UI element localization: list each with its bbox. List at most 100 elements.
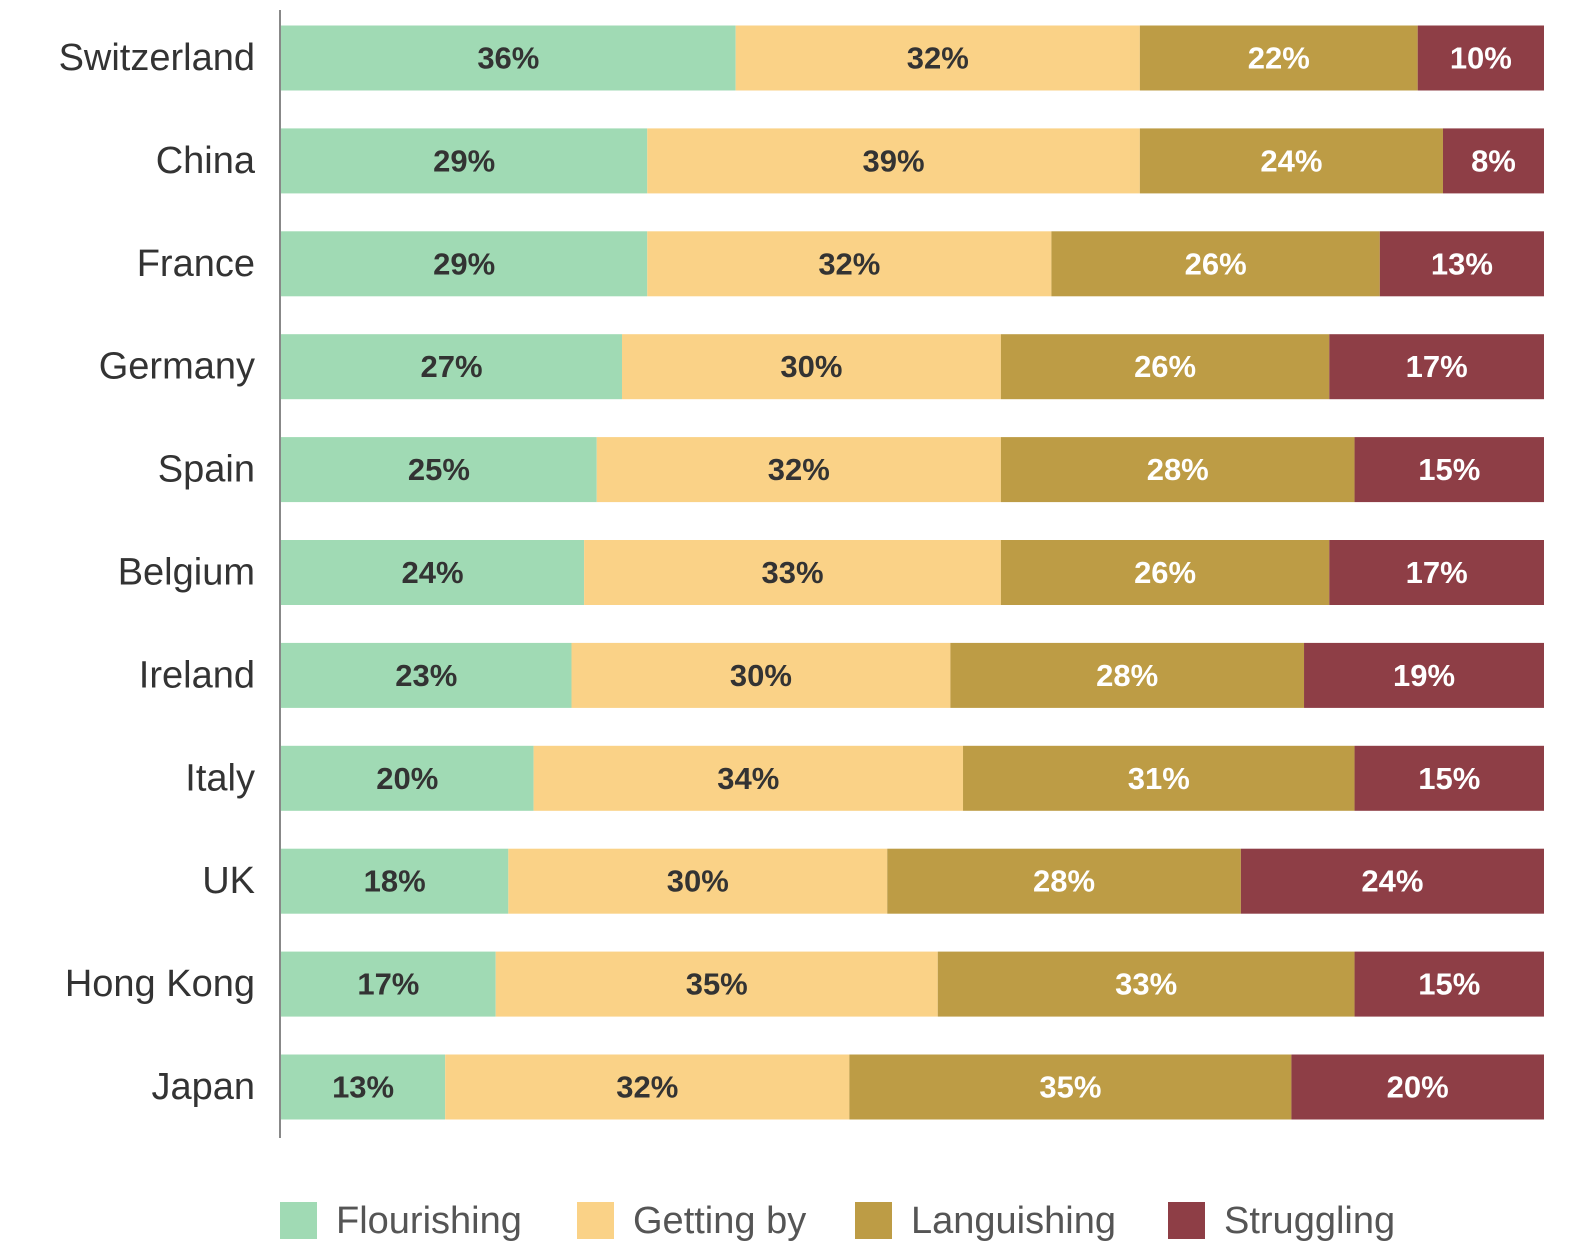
bar-segment [281,1054,446,1120]
value-label: 19% [1393,658,1455,693]
bar-segment [1000,540,1330,605]
category-label: Italy [185,757,255,799]
value-label: 28% [1033,864,1095,899]
category-label: Ireland [139,654,255,696]
bar-segment [584,540,1001,605]
value-label: 15% [1418,967,1480,1002]
value-label: 23% [395,658,457,693]
bar-segment [281,25,736,91]
value-label: 8% [1471,143,1516,178]
value-label: 20% [376,761,438,796]
bar-segment [533,745,964,811]
bar-segment [950,642,1305,708]
bar-segment [281,745,534,811]
legend-label: Getting by [633,1200,806,1242]
category-label: Germany [99,346,255,388]
bar-segment [622,334,1001,400]
value-label: 28% [1096,658,1158,693]
bar-segment [647,231,1052,297]
value-label: 28% [1147,452,1209,487]
bar-segment [508,848,888,914]
value-label: 30% [730,658,792,693]
value-label: 30% [780,349,842,384]
bar-segment [849,1054,1292,1120]
value-label: 26% [1185,246,1247,281]
bar-segment [1139,25,1418,91]
value-label: 17% [1406,349,1468,384]
value-label: 24% [402,555,464,590]
value-label: 27% [420,349,482,384]
bar-segment [1304,642,1544,708]
bar-segment [1442,128,1544,194]
bar-segment [1000,437,1355,503]
value-label: 24% [1260,143,1322,178]
value-label: 17% [357,967,419,1002]
bar-segment [281,540,585,605]
bar-segment [571,642,951,708]
bar-segment [1240,848,1544,914]
bar-segment [1417,25,1544,91]
value-label: 36% [477,41,539,76]
bar-segment [281,951,496,1017]
bar-segment [281,642,572,708]
value-label: 29% [433,143,495,178]
bar-segment [1379,231,1544,297]
value-label: 32% [768,452,830,487]
bar-segment [647,128,1140,194]
value-label: 22% [1248,41,1310,76]
value-label: 25% [408,452,470,487]
value-label: 24% [1361,864,1423,899]
bar-segment [281,231,648,297]
value-label: 32% [818,246,880,281]
category-label: Hong Kong [65,963,255,1005]
bar-segment [1329,334,1544,400]
bar-segment [1354,437,1544,503]
bar-segment [1329,540,1544,605]
category-label: Switzerland [59,37,255,79]
bar-segment [887,848,1241,914]
bar-segment [1354,951,1544,1017]
bar-segment [963,745,1355,811]
category-label: Japan [151,1066,255,1108]
legend-label: Languishing [911,1200,1116,1242]
value-label: 39% [863,143,925,178]
value-label: 13% [332,1070,394,1105]
legend-swatch [1168,1202,1205,1239]
value-label: 33% [1115,967,1177,1002]
value-label: 29% [433,246,495,281]
value-label: 35% [1039,1070,1101,1105]
bar-segment [1139,128,1443,194]
value-label: 15% [1418,761,1480,796]
legend-label: Flourishing [336,1200,522,1242]
bar-segment [281,437,597,503]
category-label: UK [202,860,255,902]
value-label: 17% [1406,555,1468,590]
legend-swatch [855,1202,892,1239]
value-label: 35% [686,967,748,1002]
value-label: 26% [1134,555,1196,590]
bar-segment [937,951,1355,1017]
bar-segment [281,128,648,194]
value-label: 10% [1450,41,1512,76]
bar-segment [1291,1054,1544,1120]
bar-segment [735,25,1140,91]
value-label: 31% [1128,761,1190,796]
value-label: 32% [616,1070,678,1105]
value-label: 34% [717,761,779,796]
value-label: 33% [761,555,823,590]
value-label: 13% [1431,246,1493,281]
bar-segment [281,848,509,914]
value-label: 20% [1387,1070,1449,1105]
value-label: 30% [667,864,729,899]
legend-swatch [280,1202,317,1239]
bar-segment [1354,745,1544,811]
legend-swatch [577,1202,614,1239]
value-label: 26% [1134,349,1196,384]
category-label: China [156,140,256,182]
bar-segment [596,437,1001,503]
value-label: 15% [1418,452,1480,487]
legend-label: Struggling [1224,1200,1395,1242]
value-label: 18% [364,864,426,899]
category-label: Spain [158,449,255,491]
